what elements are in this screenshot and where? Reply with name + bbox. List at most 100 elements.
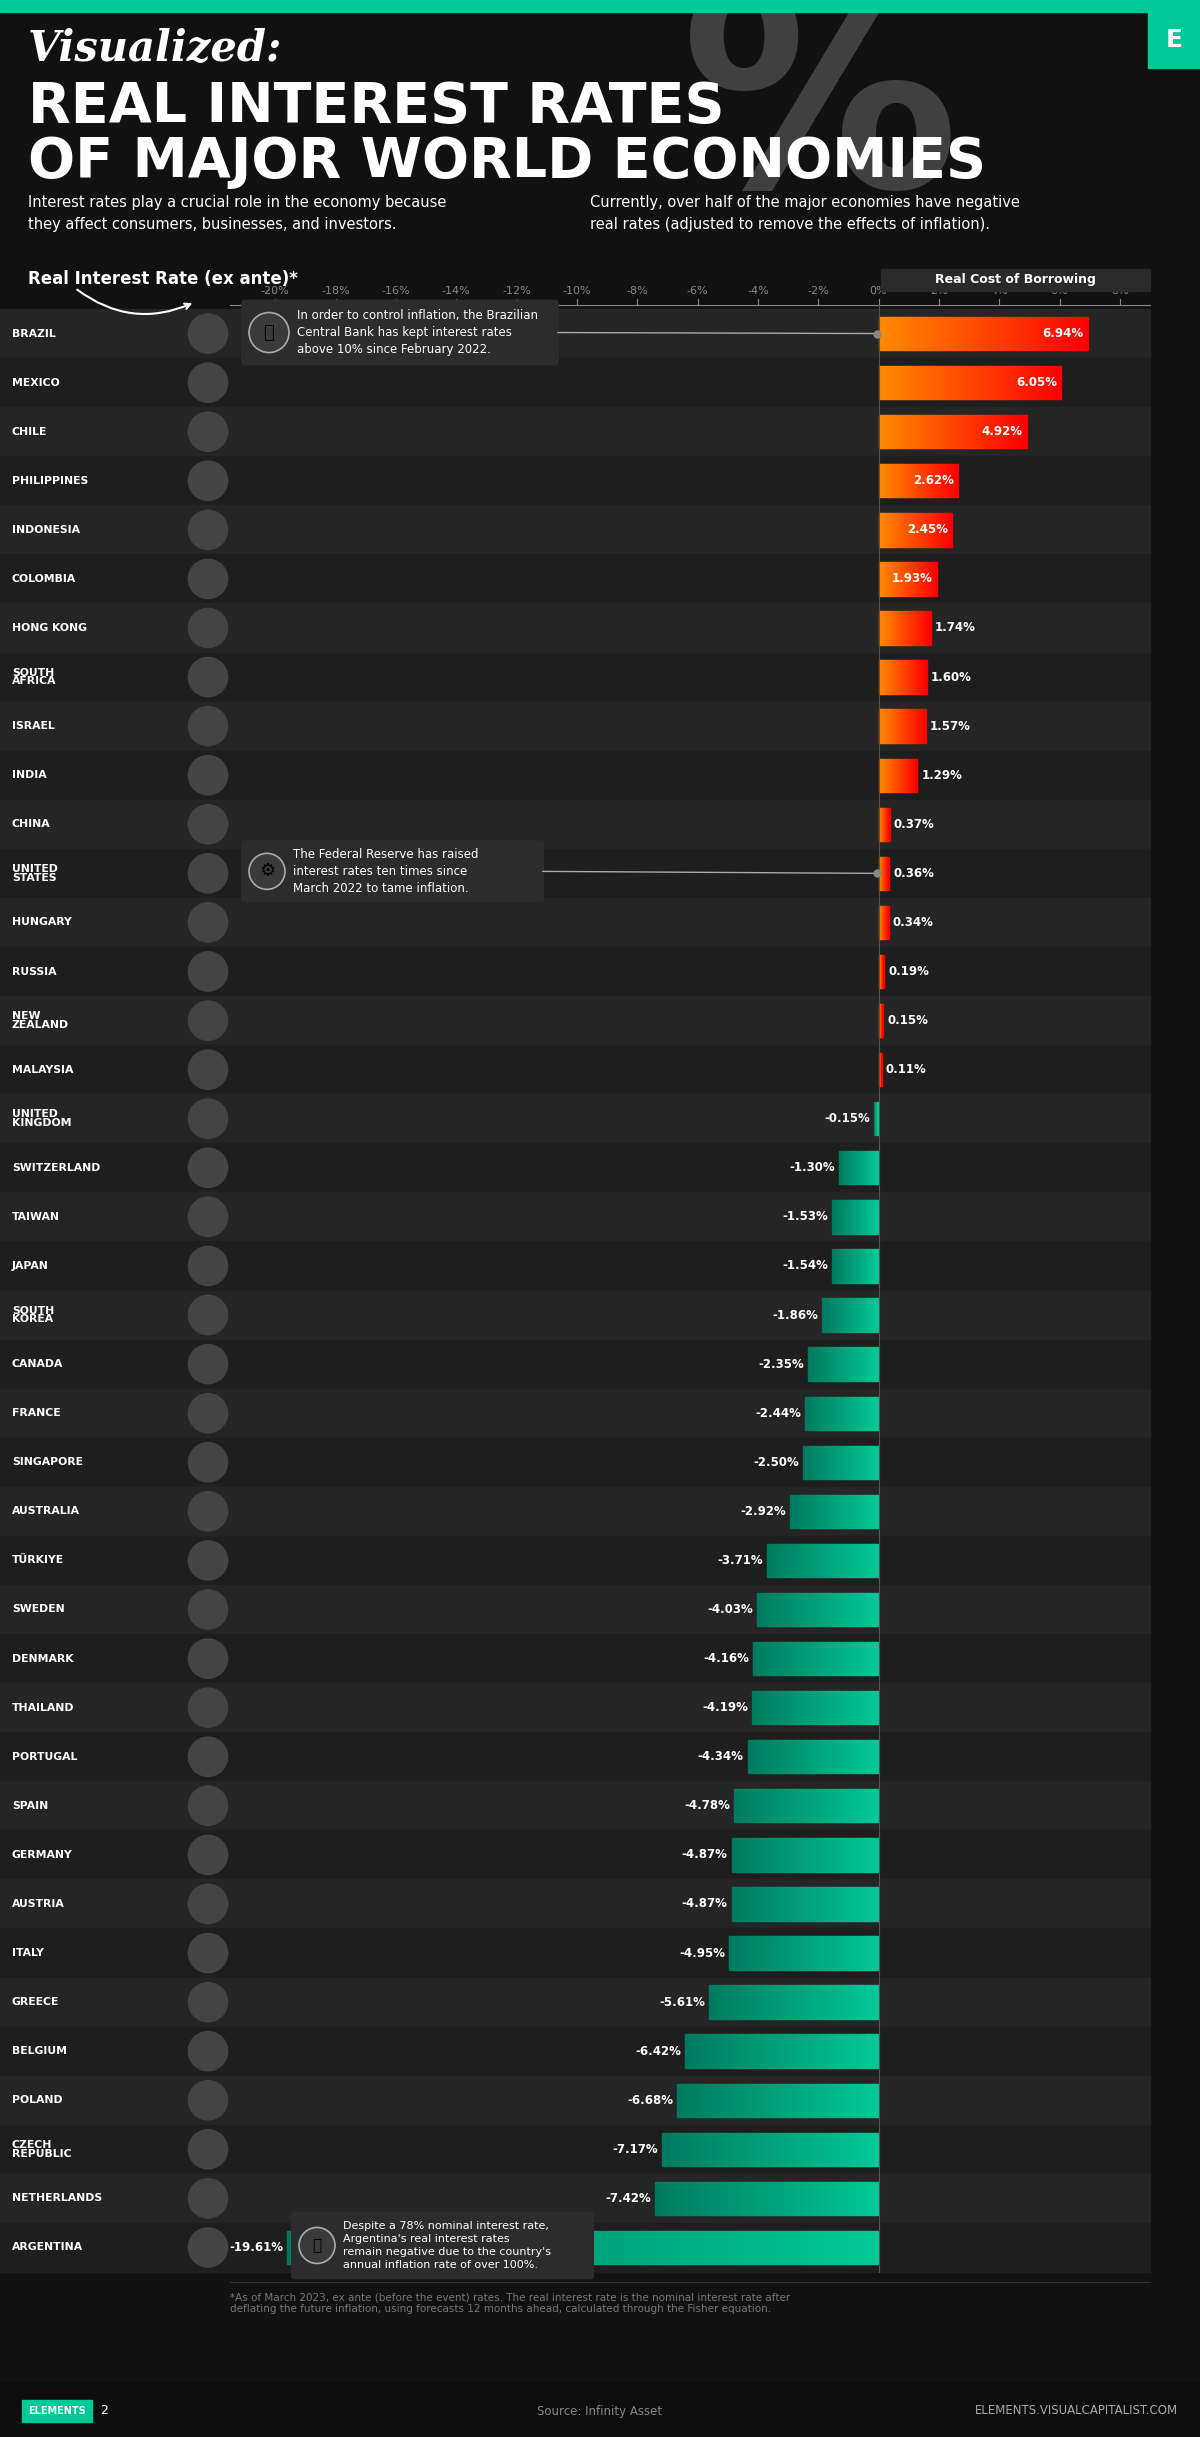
Text: GREECE: GREECE <box>12 1996 59 2008</box>
Bar <box>0 1830 1150 1879</box>
Circle shape <box>188 1884 228 1923</box>
Text: HONG KONG: HONG KONG <box>12 624 88 634</box>
Bar <box>0 1928 1150 1976</box>
Bar <box>0 358 1150 407</box>
Text: FRANCE: FRANCE <box>12 1409 61 1418</box>
Circle shape <box>188 1689 228 1728</box>
Text: SWEDEN: SWEDEN <box>12 1604 65 1613</box>
Text: 1.74%: 1.74% <box>935 621 976 634</box>
Text: 0.15%: 0.15% <box>887 1014 928 1026</box>
Text: 0%: 0% <box>870 285 887 295</box>
Text: -4%: -4% <box>746 285 769 295</box>
Bar <box>0 1879 1150 1928</box>
Bar <box>0 1389 1150 1438</box>
Circle shape <box>188 707 228 746</box>
FancyBboxPatch shape <box>292 2210 594 2279</box>
Bar <box>0 1240 1150 1292</box>
Text: 1.93%: 1.93% <box>892 573 932 585</box>
Text: 1.57%: 1.57% <box>930 719 971 734</box>
Text: SOUTH
AFRICA: SOUTH AFRICA <box>12 668 56 687</box>
Text: deflating the future inflation, using forecasts 12 months ahead, calculated thro: deflating the future inflation, using fo… <box>230 2303 772 2315</box>
Circle shape <box>188 1491 228 1530</box>
Bar <box>0 1094 1150 1143</box>
Text: NEW
ZEALAND: NEW ZEALAND <box>12 1011 70 1031</box>
Text: -4.87%: -4.87% <box>682 1847 727 1862</box>
Text: AUSTRIA: AUSTRIA <box>12 1898 65 1908</box>
Circle shape <box>188 1589 228 1628</box>
Text: -2.35%: -2.35% <box>758 1357 804 1370</box>
Bar <box>0 553 1150 604</box>
Text: 0.11%: 0.11% <box>886 1063 926 1077</box>
Text: Currently, over half of the major economies have negative
real rates (adjusted t: Currently, over half of the major econom… <box>590 195 1020 232</box>
Text: BRAZIL: BRAZIL <box>12 329 55 339</box>
Text: -4.16%: -4.16% <box>703 1652 749 1664</box>
Bar <box>0 0 1200 12</box>
Circle shape <box>188 314 228 353</box>
Text: CHINA: CHINA <box>12 819 50 829</box>
Bar <box>0 1733 1150 1781</box>
Bar <box>0 1684 1150 1733</box>
Text: Real Interest Rate (ex ante)*: Real Interest Rate (ex ante)* <box>28 271 298 288</box>
Text: ISRAEL: ISRAEL <box>12 721 55 731</box>
Text: JAPAN: JAPAN <box>12 1260 49 1272</box>
Circle shape <box>188 2130 228 2169</box>
Bar <box>881 268 1150 290</box>
Text: PHILIPPINES: PHILIPPINES <box>12 475 89 485</box>
Circle shape <box>188 658 228 697</box>
Bar <box>0 1192 1150 1240</box>
Text: -4.78%: -4.78% <box>684 1799 731 1813</box>
Text: REAL INTEREST RATES: REAL INTEREST RATES <box>28 80 725 134</box>
Bar <box>0 456 1150 504</box>
Text: 2.62%: 2.62% <box>913 475 954 487</box>
Text: -6.42%: -6.42% <box>635 2045 680 2057</box>
Bar <box>1148 12 1200 68</box>
Text: -1.30%: -1.30% <box>790 1162 835 1175</box>
Bar <box>0 1976 1150 2028</box>
FancyBboxPatch shape <box>241 300 559 366</box>
Circle shape <box>188 1245 228 1287</box>
Text: 1.60%: 1.60% <box>931 670 972 682</box>
Text: -14%: -14% <box>442 285 470 295</box>
Text: Interest rates play a crucial role in the economy because
they affect consumers,: Interest rates play a crucial role in th… <box>28 195 446 232</box>
Bar <box>0 2381 1200 2437</box>
Text: -0.15%: -0.15% <box>824 1111 870 1126</box>
Bar <box>0 604 1150 653</box>
Text: -7.42%: -7.42% <box>605 2191 650 2205</box>
Bar <box>0 1781 1150 1830</box>
Circle shape <box>188 1933 228 1972</box>
Bar <box>0 653 1150 702</box>
Bar <box>0 997 1150 1045</box>
Text: 0.37%: 0.37% <box>894 819 935 831</box>
Text: 0.19%: 0.19% <box>888 965 929 977</box>
Text: 0.36%: 0.36% <box>893 868 935 880</box>
Circle shape <box>188 609 228 648</box>
Circle shape <box>188 558 228 600</box>
Bar <box>0 2076 1150 2125</box>
Circle shape <box>188 902 228 943</box>
Text: -5.61%: -5.61% <box>660 1996 706 2008</box>
Text: PORTUGAL: PORTUGAL <box>12 1752 77 1762</box>
Circle shape <box>188 1296 228 1335</box>
Text: 🏛: 🏛 <box>264 324 275 341</box>
Circle shape <box>188 2081 228 2120</box>
Text: -6.68%: -6.68% <box>628 2093 673 2106</box>
Text: 4%: 4% <box>990 285 1008 295</box>
Circle shape <box>188 953 228 992</box>
Circle shape <box>188 2032 228 2071</box>
Text: -3.71%: -3.71% <box>716 1555 763 1567</box>
Bar <box>0 1584 1150 1635</box>
Bar <box>0 1535 1150 1584</box>
Text: CHILE: CHILE <box>12 426 47 436</box>
Text: -1.53%: -1.53% <box>782 1211 828 1223</box>
Text: *As of March 2023, ex ante (before the event) rates. The real interest rate is t: *As of March 2023, ex ante (before the e… <box>230 2293 791 2303</box>
Text: 2.45%: 2.45% <box>907 524 948 536</box>
Circle shape <box>188 1148 228 1187</box>
Text: DENMARK: DENMARK <box>12 1655 73 1664</box>
Text: 1.29%: 1.29% <box>922 768 962 782</box>
Text: BELGIUM: BELGIUM <box>12 2047 67 2057</box>
Text: 2%: 2% <box>930 285 948 295</box>
Text: UNITED
KINGDOM: UNITED KINGDOM <box>12 1109 72 1128</box>
Text: -4.19%: -4.19% <box>702 1701 748 1713</box>
Text: MALAYSIA: MALAYSIA <box>12 1065 73 1075</box>
Text: ELEMENTS.VISUALCAPITALIST.COM: ELEMENTS.VISUALCAPITALIST.COM <box>974 2405 1178 2418</box>
